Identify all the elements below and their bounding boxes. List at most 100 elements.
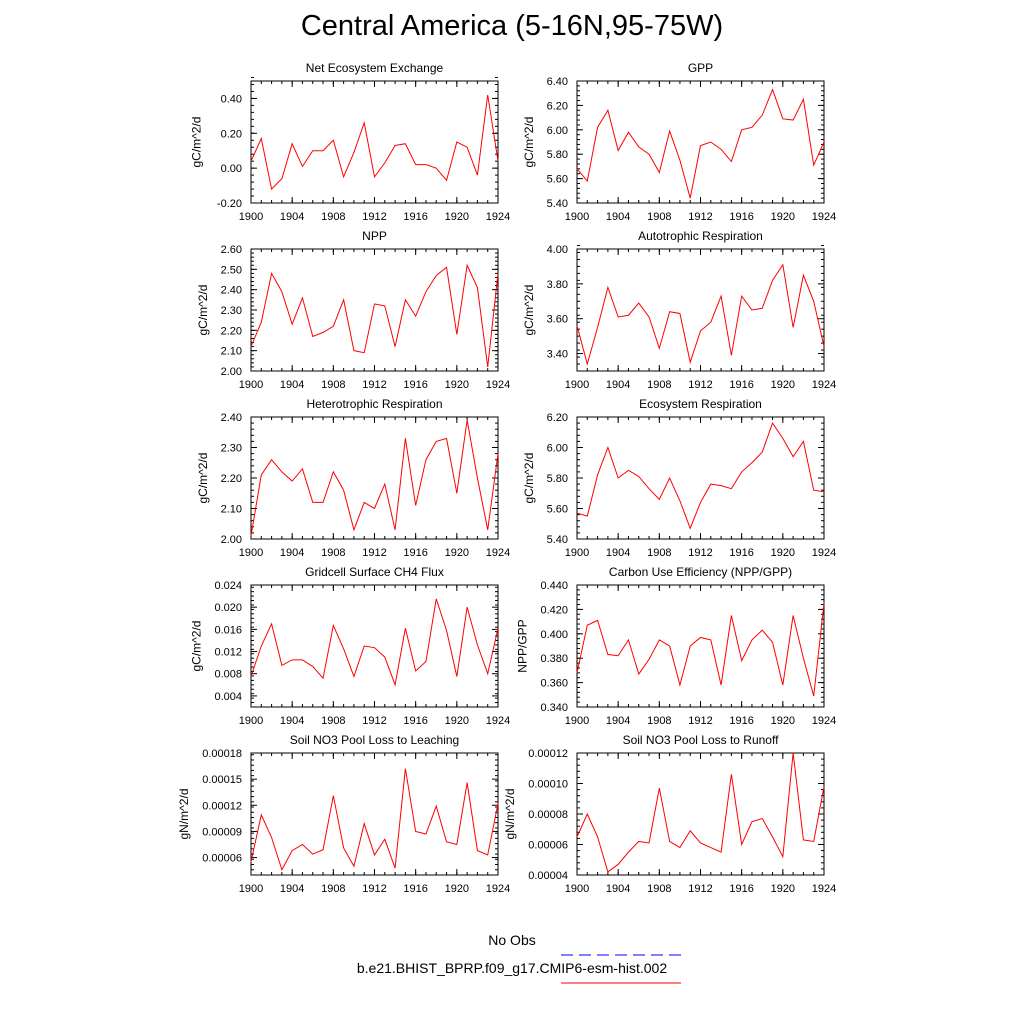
x-tick-label: 1920 [771,379,795,391]
panel-npp: 1900 1904 1908 1912 1916 1920 1924 2.00 2.10 2.20… [196,229,510,391]
panel-ecosystem-respiration: 1900 1904 1908 1912 1916 1920 1924 5.40 5.60 5.80… [522,397,836,559]
y-tick-label: 3.60 [547,314,568,326]
x-tick-label: 1920 [445,547,469,559]
x-tick-label: 1912 [362,883,386,895]
y-tick-label: -0.20 [217,198,242,210]
panel-title: Gridcell Surface CH4 Flux [305,565,444,579]
x-tick-label: 1920 [771,715,795,727]
x-tick-label: 1912 [688,547,712,559]
x-tick-label: 1924 [812,883,836,895]
x-tick-label: 1920 [445,211,469,223]
series-line [576,88,825,199]
x-tick-label: 1916 [729,883,753,895]
y-tick-label: 0.00015 [202,774,242,786]
y-axis-label: gC/m^2/d [190,621,204,672]
y-tick-label: 5.80 [547,473,568,485]
x-tick-label: 1924 [812,379,836,391]
x-tick-label: 1916 [729,379,753,391]
x-tick-label: 1920 [445,379,469,391]
y-tick-label: 5.40 [547,198,568,210]
x-tick-label: 1908 [321,547,345,559]
y-axis-label: gC/m^2/d [190,117,204,168]
y-tick-label: 0.40 [221,93,242,105]
x-tick-label: 1900 [565,211,589,223]
y-tick-label: 0.00006 [528,840,568,852]
plot-frame [576,416,825,540]
y-tick-label: 0.012 [214,647,242,659]
y-axis-label: gC/m^2/d [522,117,536,168]
x-tick-label: 1924 [486,883,510,895]
panel-title: Soil NO3 Pool Loss to Leaching [290,733,459,747]
y-tick-label: 0.00009 [202,826,242,838]
x-tick-label: 1904 [280,715,304,727]
panel-title: GPP [688,61,713,75]
legend-obs-label: No Obs [488,932,536,948]
x-tick-label: 1904 [280,547,304,559]
y-tick-label: 0.00 [221,163,242,175]
x-tick-label: 1904 [280,379,304,391]
x-tick-label: 1912 [362,211,386,223]
x-tick-label: 1924 [486,715,510,727]
x-tick-label: 1916 [403,379,427,391]
y-tick-label: 5.60 [547,174,568,186]
y-tick-label: 0.008 [214,669,242,681]
y-axis-label: gN/m^2/d [503,789,517,840]
x-tick-label: 1900 [239,715,263,727]
panel-carbon-use-efficiency-npp-gpp: 1900 1904 1908 1912 1916 1920 1924 0.340 0.360 0.… [516,565,837,727]
panel-title: Autotrophic Respiration [638,229,763,243]
y-tick-label: 5.80 [547,149,568,161]
y-axis-label: gC/m^2/d [196,285,210,336]
panel-title: Net Ecosystem Exchange [306,61,444,75]
x-tick-label: 1912 [362,379,386,391]
legend-obs-line [561,954,681,956]
plot-frame [250,752,499,876]
x-tick-label: 1924 [812,211,836,223]
x-tick-label: 1908 [647,883,671,895]
series-line [250,94,499,191]
x-tick-label: 1900 [239,379,263,391]
plot-frame [250,80,499,204]
x-tick-label: 1900 [565,715,589,727]
x-tick-label: 1912 [362,547,386,559]
y-tick-label: 2.40 [221,412,242,424]
x-tick-label: 1904 [606,547,630,559]
x-tick-label: 1904 [606,379,630,391]
y-tick-label: 0.420 [540,604,568,616]
y-axis-label: gC/m^2/d [522,285,536,336]
legend-model-line [561,982,681,984]
y-tick-label: 0.340 [540,702,568,714]
y-tick-label: 2.50 [221,264,242,276]
x-tick-label: 1904 [606,211,630,223]
x-tick-label: 1912 [688,715,712,727]
y-tick-label: 0.380 [540,653,568,665]
x-tick-label: 1908 [321,715,345,727]
panel-net-ecosystem-exchange: 1900 1904 1908 1912 1916 1920 1924 -0.20 0.00 0.2… [190,61,511,223]
x-tick-label: 1924 [812,547,836,559]
y-tick-label: 0.00012 [528,748,568,760]
y-tick-label: 6.20 [547,100,568,112]
series-line [250,263,499,367]
y-tick-label: 0.004 [214,691,242,703]
panel-autotrophic-respiration: 1900 1904 1908 1912 1916 1920 1924 3.40 3.60 3.80… [522,229,836,391]
x-tick-label: 1924 [486,547,510,559]
y-tick-label: 0.00006 [202,853,242,865]
x-tick-label: 1904 [606,715,630,727]
panel-title: Heterotrophic Respiration [306,397,442,411]
x-tick-label: 1916 [403,211,427,223]
y-tick-label: 0.440 [540,580,568,592]
x-tick-label: 1900 [239,547,263,559]
panel-gpp: 1900 1904 1908 1912 1916 1920 1924 5.40 5.60 5.80… [522,61,836,223]
panel-title: Carbon Use Efficiency (NPP/GPP) [609,565,792,579]
x-tick-label: 1904 [280,883,304,895]
x-tick-label: 1924 [812,715,836,727]
x-tick-label: 1908 [647,547,671,559]
y-tick-label: 0.00010 [528,779,568,791]
y-tick-label: 2.40 [221,285,242,297]
x-tick-label: 1908 [647,715,671,727]
x-tick-label: 1924 [486,379,510,391]
x-tick-label: 1916 [403,547,427,559]
plot-frame [576,248,825,372]
y-tick-label: 2.10 [221,504,242,516]
y-tick-label: 3.80 [547,279,568,291]
y-axis-label: gC/m^2/d [196,453,210,504]
